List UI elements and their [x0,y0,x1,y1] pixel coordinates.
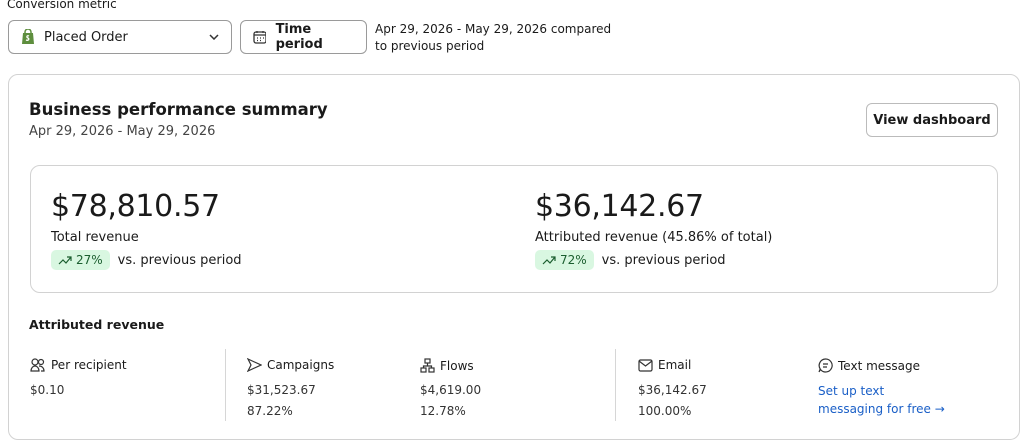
column-share: 87.22% [247,404,293,418]
time-period-label: Time period [275,22,323,52]
change-value: 72% [560,253,587,267]
conversion-label: Conversion metric [7,0,117,11]
column-header: Flows [420,358,474,373]
flows-icon [420,358,435,373]
metric-select[interactable]: Placed Order [8,20,232,54]
column-value: $36,142.67 [638,383,707,397]
summary-title: Business performance summary [29,100,328,119]
header-label: Flows [440,358,474,373]
change-value: 27% [76,253,103,267]
send-icon [247,358,262,372]
change-pill: 27% [51,250,110,270]
kpi-label: Total revenue [51,230,139,245]
column-value: $0.10 [30,383,65,397]
kpi-change-row: 27% vs. previous period [51,250,242,270]
change-text: vs. previous period [117,252,242,268]
header-label: Email [658,358,692,372]
column-header: Email [638,358,691,372]
header-label: Text message [838,358,921,373]
summary-card [8,74,1020,440]
header-label: Campaigns [267,358,335,372]
divider [615,349,616,421]
trend-up-icon [58,256,72,265]
shopify-icon [22,29,34,44]
kpi-card [30,165,998,293]
time-period-button[interactable]: Time period [240,20,367,54]
kpi-value: $36,142.67 [535,189,704,224]
header-label: Per recipient [51,358,127,372]
kpi-label: Attributed revenue (45.86% of total) [535,230,773,245]
column-share: 100.00% [638,404,692,418]
column-value: $31,523.67 [247,383,316,397]
metric-value: Placed Order [44,29,128,45]
kpi-change-row: 72% vs. previous period [535,250,726,270]
kpi-value: $78,810.57 [51,189,220,224]
column-header: Text message [818,358,920,373]
column-share: 12.78% [420,404,466,418]
calendar-icon [253,31,266,44]
divider [225,349,226,421]
chevron [209,34,219,40]
summary-date: Apr 29, 2026 - May 29, 2026 [29,124,216,139]
change-text: vs. previous period [601,252,726,268]
attributed-title: Attributed revenue [29,317,165,332]
setup-link[interactable]: Set up text messaging for free → [818,384,945,416]
trend-up-icon [542,256,556,265]
view-dashboard-button[interactable]: View dashboard [866,103,998,137]
column-header: Campaigns [247,358,334,372]
change-pill: 72% [535,250,594,270]
column-header: Per recipient [30,358,127,372]
message-icon [818,358,833,373]
people-icon [30,358,45,372]
column-value: $4,619.00 [420,383,482,397]
period-text: Apr 29, 2026 - May 29, 2026 compared to … [375,22,612,53]
email-icon [638,358,653,372]
